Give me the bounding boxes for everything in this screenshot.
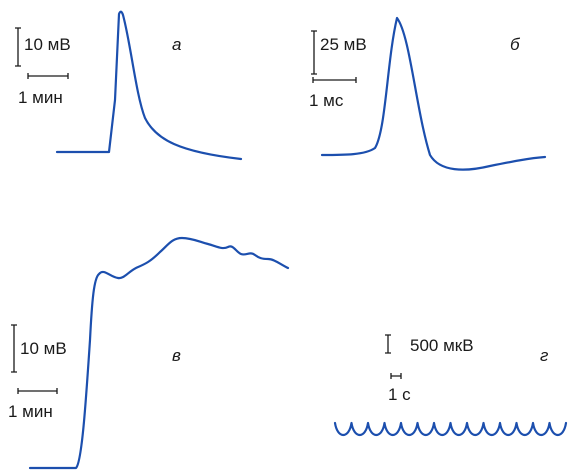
- panel-v-trace: [28, 236, 290, 470]
- panel-g-trace: [333, 421, 568, 437]
- panel-a-trace: [55, 10, 243, 161]
- panel-g-time-label: 1 с: [388, 385, 411, 404]
- panel-a-amplitude-label: 10 мВ: [24, 35, 71, 54]
- panel-g-amplitude-label: 500 мкВ: [410, 336, 474, 355]
- panel-g: 500 мкВ 1 с г: [333, 334, 568, 437]
- panel-g-letter: г: [540, 346, 548, 365]
- panel-v: 10 мВ 1 мин в: [8, 236, 290, 470]
- panel-a-letter: а: [172, 35, 181, 54]
- panel-b-time-scale-bar: [312, 77, 357, 83]
- panel-a-amplitude-scale-bar: [15, 27, 21, 67]
- panel-a: 10 мВ 1 мин а: [15, 10, 243, 161]
- panel-v-amplitude-scale-bar: [11, 324, 17, 373]
- panel-b-letter: б: [510, 35, 521, 54]
- panel-v-time-scale-bar: [17, 388, 58, 394]
- panel-b: 25 мВ 1 мс б: [309, 16, 547, 171]
- panel-b-trace: [320, 16, 547, 171]
- panel-b-amplitude-scale-bar: [311, 30, 317, 75]
- panel-v-time-label: 1 мин: [8, 402, 53, 421]
- panel-b-amplitude-label: 25 мВ: [320, 35, 367, 54]
- panel-v-amplitude-label: 10 мВ: [20, 339, 67, 358]
- panel-v-letter: в: [172, 346, 181, 365]
- panel-g-time-scale-bar: [390, 373, 402, 379]
- panel-g-amplitude-scale-bar: [385, 334, 391, 354]
- panel-b-time-label: 1 мс: [309, 91, 344, 110]
- panel-a-time-scale-bar: [27, 73, 69, 79]
- panel-a-time-label: 1 мин: [18, 88, 63, 107]
